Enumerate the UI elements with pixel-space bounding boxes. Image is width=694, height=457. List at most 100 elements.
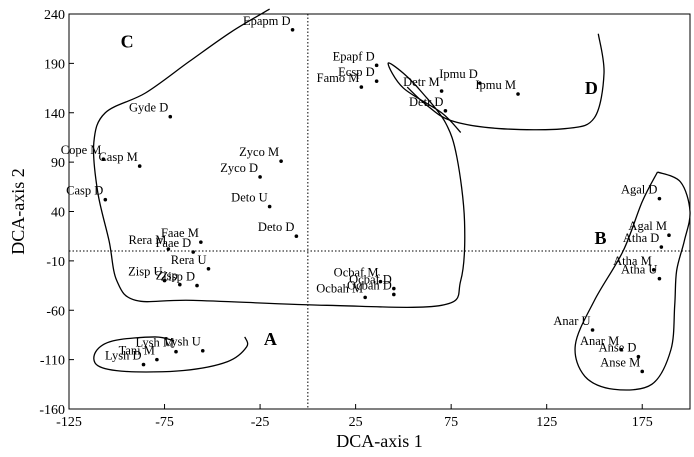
point-marker	[178, 282, 182, 287]
point-marker	[267, 204, 272, 209]
point-marker	[103, 197, 108, 202]
x-tick-label: -125	[56, 415, 82, 430]
point-label: Cope M	[61, 143, 102, 157]
group-letter: B	[594, 228, 606, 248]
point-label: Tani M	[119, 344, 155, 358]
point-label: Zyco M	[239, 145, 279, 159]
group-a-hull	[93, 336, 249, 373]
point-marker	[443, 108, 448, 113]
x-tick-label: 25	[349, 415, 363, 430]
point-marker	[651, 267, 656, 272]
point-label: Deto D	[258, 220, 294, 234]
point-label: Casp M	[98, 150, 137, 164]
y-tick-label: -110	[40, 354, 65, 369]
group-letter: D	[585, 78, 598, 98]
point-label: Ipmu M	[475, 78, 516, 92]
y-tick-label: 90	[51, 156, 65, 171]
point-label: Anse D	[599, 341, 637, 355]
point-marker	[516, 92, 520, 96]
point-label: Atha M	[613, 254, 652, 268]
group-c-hull	[92, 8, 466, 308]
point-marker	[191, 250, 195, 254]
x-tick-label: -25	[251, 415, 270, 430]
point-label: Zisp	[156, 269, 178, 283]
point-marker	[258, 175, 262, 179]
point-marker	[667, 233, 671, 237]
point-marker	[659, 245, 664, 249]
point-label: Atha D	[623, 231, 659, 245]
point-marker	[290, 28, 295, 32]
point-marker	[101, 157, 106, 161]
point-marker	[478, 81, 482, 85]
point-marker	[279, 159, 283, 163]
point-label: Detr M	[403, 75, 439, 89]
point-label: Casp D	[66, 184, 103, 198]
point-label: Lysh M	[135, 336, 174, 350]
point-marker	[363, 295, 367, 300]
point-marker	[590, 328, 595, 332]
group-letter: A	[264, 329, 277, 349]
point-marker	[200, 348, 205, 353]
point-marker	[657, 196, 662, 201]
x-tick-label: 125	[536, 415, 557, 430]
point-label: Zyco D	[220, 161, 258, 175]
point-label: Zisp D	[161, 270, 195, 284]
point-marker	[374, 79, 379, 83]
point-label: Agal M	[628, 219, 667, 233]
point-label: Epapf D	[333, 49, 375, 63]
point-marker	[392, 292, 396, 297]
y-tick-label: -60	[46, 304, 65, 319]
point-marker	[166, 247, 171, 251]
x-axis-label: DCA-axis 1	[336, 431, 423, 451]
point-label: Lysh U	[164, 335, 200, 349]
point-marker	[141, 362, 146, 367]
point-label: Rera U	[171, 253, 207, 267]
group-labels: A B C D	[121, 32, 607, 349]
point-marker	[657, 276, 662, 281]
point-marker	[162, 278, 167, 283]
point-label: Ecsp D	[338, 65, 374, 79]
point-marker	[619, 347, 624, 352]
point-marker	[439, 89, 444, 93]
point-marker	[359, 85, 364, 89]
point-label: Ocbaf M	[334, 266, 379, 280]
point-label: Faae D	[155, 236, 191, 250]
point-marker	[137, 164, 142, 168]
group-hulls	[92, 8, 691, 391]
y-axis-label: DCA-axis 2	[8, 168, 28, 255]
point-marker	[640, 369, 645, 374]
point-label: Detr D	[409, 95, 443, 109]
y-tick-label: 140	[44, 107, 65, 122]
point-label: Agal D	[621, 183, 657, 197]
x-tick-label: 75	[444, 415, 458, 430]
axis-ticks: -125 -75 -25 25 75 125 175 -160 -110 -60 -10 40 90 14…	[39, 8, 652, 430]
point-label: Epapm D	[243, 14, 291, 28]
point-label: Famo M	[317, 71, 360, 85]
point-marker	[206, 266, 211, 271]
point-label: Faae M	[161, 226, 199, 240]
point-marker	[199, 240, 203, 244]
point-marker	[155, 357, 159, 362]
point-marker	[636, 354, 641, 359]
point-label: Ipmu D	[439, 67, 478, 81]
point-label: Lysh D	[105, 349, 141, 363]
x-tick-label: -75	[155, 415, 174, 430]
point-label: Anar U	[553, 314, 590, 328]
point-label: Deto U	[231, 191, 267, 205]
point-label: Ocbah D	[347, 278, 392, 292]
y-tick-label: 240	[44, 8, 65, 23]
point-label: Rera M	[129, 233, 167, 247]
point-marker	[168, 114, 173, 119]
group-d-hull	[406, 33, 605, 131]
point-marker	[392, 286, 396, 291]
y-tick-label: 40	[51, 206, 65, 221]
group-b-hull	[574, 171, 691, 391]
point-label: Atha U	[621, 263, 657, 277]
point-label: Anar M	[580, 334, 619, 348]
reference-lines	[69, 14, 690, 409]
point-label: Gyde D	[129, 101, 168, 115]
y-tick-label: -10	[46, 255, 65, 270]
point-marker	[378, 279, 383, 284]
group-letter: C	[121, 32, 134, 52]
